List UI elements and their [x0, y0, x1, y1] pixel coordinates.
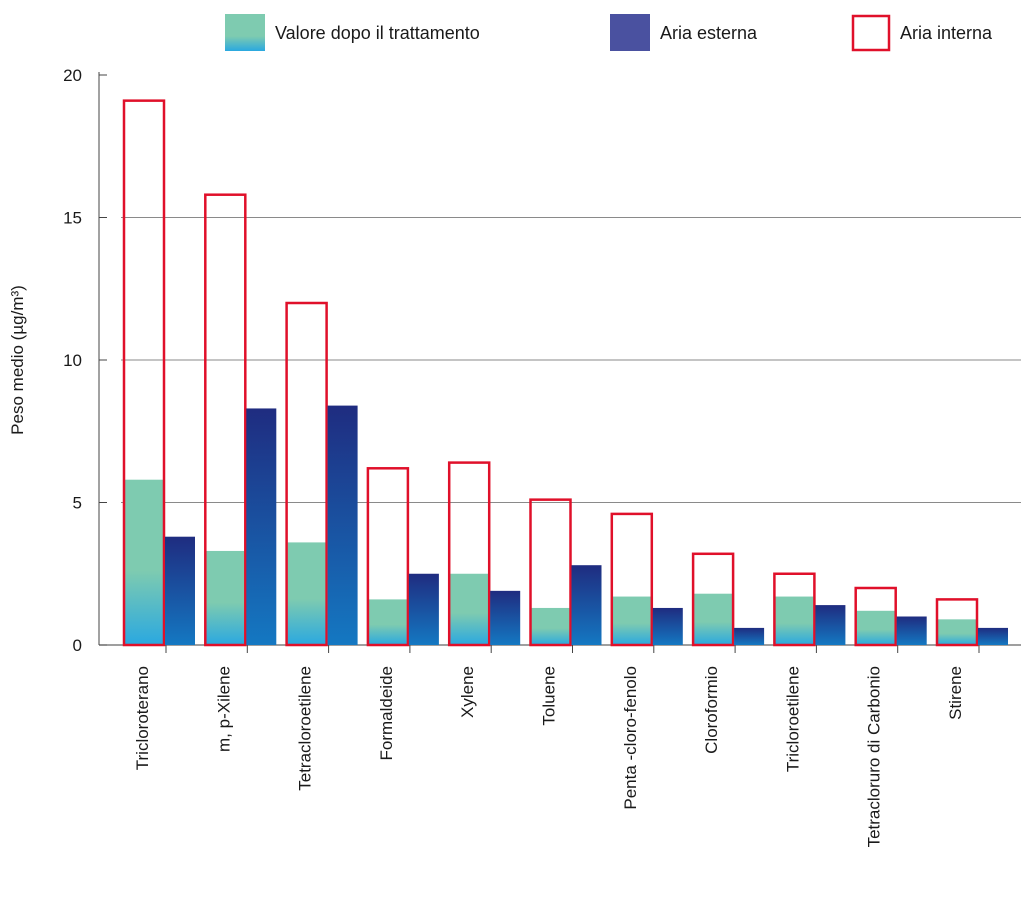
- bar-external-air: [896, 616, 927, 645]
- bar-after-treatment: [531, 607, 570, 645]
- bar-after-treatment: [450, 573, 489, 645]
- y-tick-label: 0: [73, 636, 82, 655]
- bar-external-air: [327, 405, 358, 645]
- category-group: [285, 301, 358, 647]
- bar-after-treatment: [775, 596, 814, 645]
- x-tick-label: Tricloroetilene: [783, 666, 802, 772]
- x-tick-label: Tricloroterano: [133, 666, 152, 770]
- bar-external-air: [734, 627, 765, 645]
- y-tick-label: 5: [73, 494, 82, 513]
- x-tick-label: Cloroformio: [702, 666, 721, 754]
- x-tick-label: m, p-Xilene: [214, 666, 233, 752]
- bar-internal-air: [122, 99, 166, 647]
- legend: Valore dopo il trattamento Aria esterna …: [225, 14, 993, 52]
- bar-external-air: [571, 565, 602, 645]
- bar-internal-air: [935, 598, 979, 647]
- bar-external-air: [652, 607, 683, 645]
- x-tick-label: Tetracloroetilene: [296, 666, 315, 791]
- bar-internal-air: [610, 512, 654, 647]
- category-group: [773, 572, 846, 647]
- bar-after-treatment: [694, 593, 733, 645]
- x-tick-label: Xylene: [458, 666, 477, 718]
- bar-after-treatment: [856, 610, 895, 645]
- legend-label-after-treatment: Valore dopo il trattamento: [275, 23, 480, 43]
- bar-external-air: [978, 627, 1008, 645]
- category-group: [691, 552, 765, 647]
- y-tick-label: 10: [63, 351, 82, 370]
- category-group: [935, 598, 1008, 647]
- bar-external-air: [165, 536, 195, 645]
- bar-after-treatment: [206, 550, 245, 645]
- bar-internal-air: [366, 467, 410, 647]
- x-tick-label: Tetracloruro di Carbonio: [865, 666, 884, 847]
- legend-item-external-air: Aria esterna: [610, 14, 758, 51]
- category-group: [366, 467, 439, 647]
- bar-external-air: [246, 408, 277, 645]
- category-group: [122, 99, 195, 647]
- x-tick-label: Penta -cloro-fenolo: [621, 666, 640, 810]
- category-group: [447, 461, 521, 647]
- y-tick-label: 15: [63, 209, 82, 228]
- bar-internal-air: [285, 301, 328, 647]
- bar-external-air: [490, 590, 521, 645]
- bar-after-treatment: [612, 596, 651, 645]
- x-tick-label: Stirene: [946, 666, 965, 720]
- y-axis-title: Peso medio (µg/m³): [8, 285, 27, 435]
- y-tick-label: 20: [63, 66, 82, 85]
- bar-external-air: [408, 573, 439, 645]
- legend-label-external-air: Aria esterna: [660, 23, 758, 43]
- bar-internal-air: [204, 193, 247, 647]
- bar-external-air: [815, 605, 846, 645]
- bar-internal-air: [854, 586, 897, 647]
- bar-internal-air: [691, 552, 735, 647]
- category-group: [529, 498, 602, 647]
- category-group: [204, 193, 277, 647]
- x-tick-label: Toluene: [540, 666, 559, 726]
- legend-item-internal-air: Aria interna: [851, 14, 993, 52]
- legend-item-after-treatment: Valore dopo il trattamento: [225, 14, 480, 51]
- bar-after-treatment: [938, 619, 976, 645]
- legend-swatch-after-treatment: [225, 14, 265, 51]
- legend-label-internal-air: Aria interna: [900, 23, 993, 43]
- bar-after-treatment: [368, 599, 407, 645]
- bar-internal-air: [447, 461, 491, 647]
- y-axis-ticks: 0 5 10 15 20: [63, 66, 107, 655]
- bar-after-treatment: [125, 479, 163, 645]
- x-tick-label: Formaldeide: [377, 666, 396, 761]
- bar-internal-air: [773, 572, 816, 647]
- legend-swatch-external-air: [610, 14, 650, 51]
- bar-after-treatment: [287, 542, 326, 645]
- bars: [122, 99, 1008, 647]
- category-group: [610, 512, 683, 647]
- category-group: [854, 586, 927, 647]
- legend-swatch-internal-air: [851, 14, 891, 52]
- bar-internal-air: [529, 498, 572, 647]
- x-axis-labels: Tricloroterano m, p-Xilene Tetracloroetile…: [133, 645, 980, 847]
